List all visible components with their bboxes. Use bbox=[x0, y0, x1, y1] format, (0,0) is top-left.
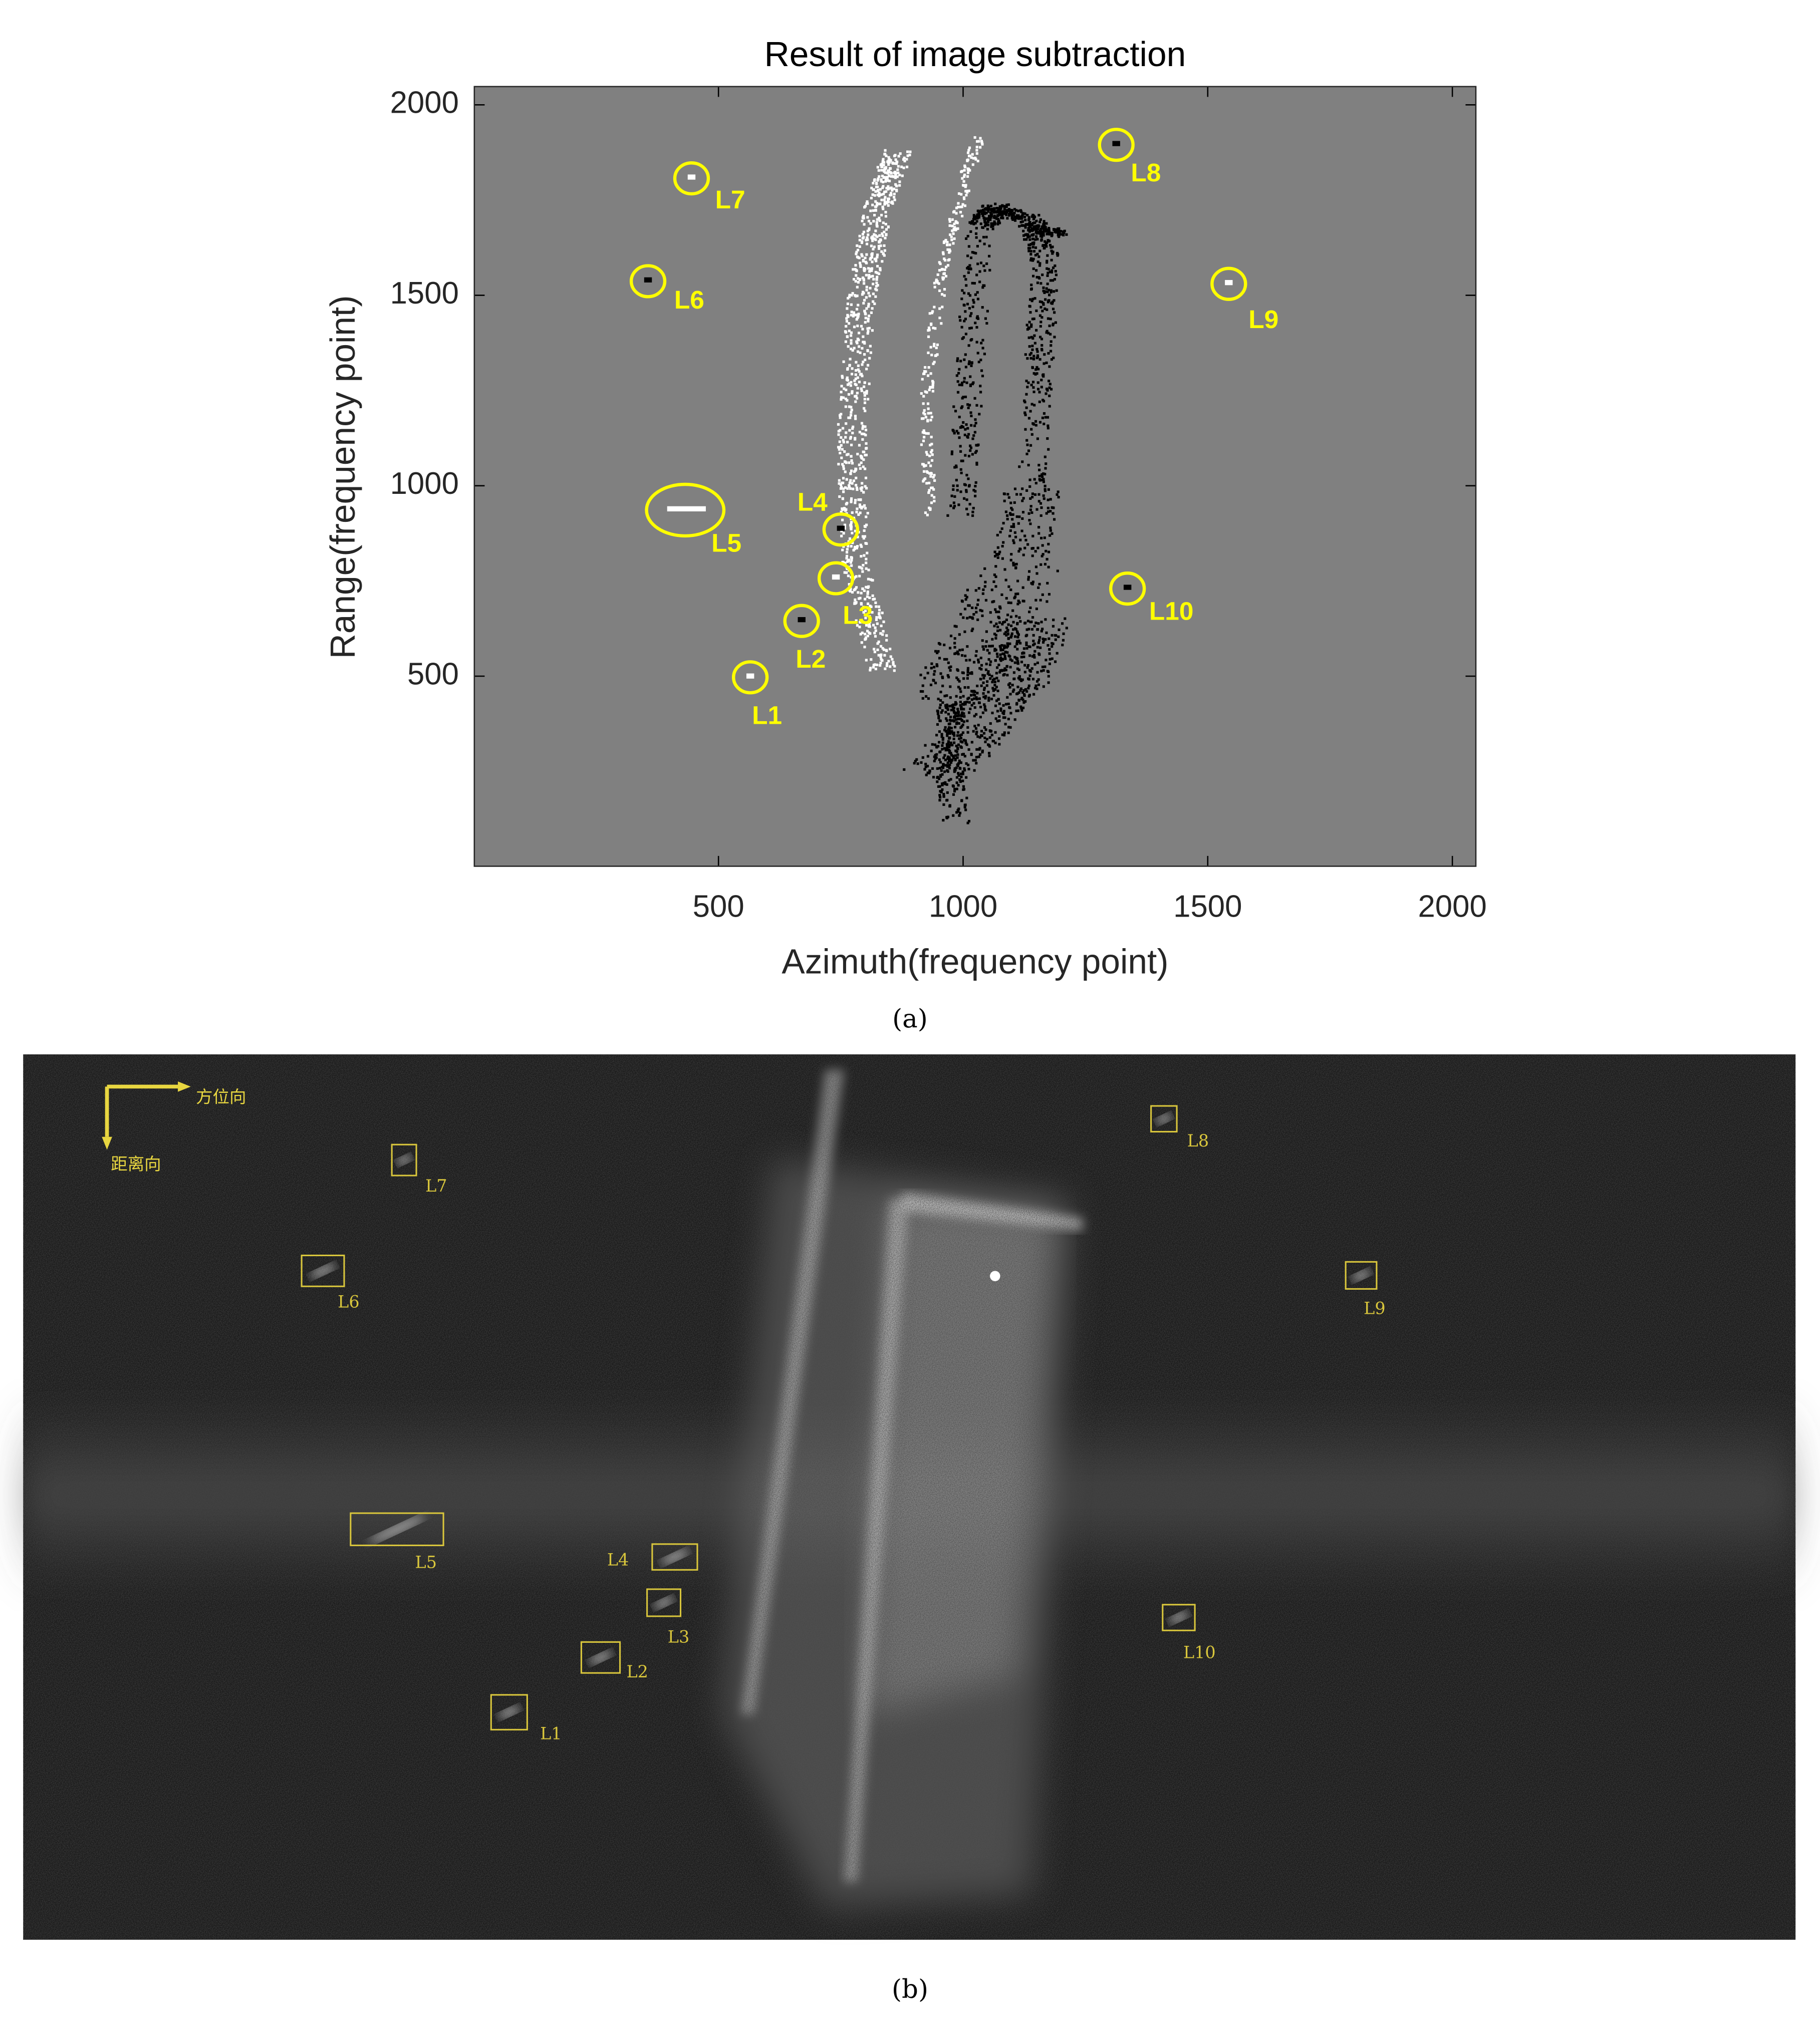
panel-a: 500 1000 1500 2000 500 1000 1500 2000 Result of … bbox=[323, 35, 1487, 981]
x-tick-label: 1500 bbox=[1173, 890, 1242, 924]
target-echo bbox=[396, 1155, 412, 1165]
target-blob bbox=[1123, 585, 1132, 590]
arrow-head bbox=[102, 1136, 112, 1150]
target-echo bbox=[1169, 1612, 1189, 1623]
target-box bbox=[490, 1694, 528, 1730]
target-label: L1 bbox=[752, 701, 782, 730]
target-box bbox=[651, 1543, 698, 1571]
target-label: L4 bbox=[607, 1550, 629, 1569]
plot-frame bbox=[473, 86, 1477, 867]
target-circle bbox=[732, 660, 769, 695]
target-label: L6 bbox=[674, 285, 704, 314]
target-echo bbox=[498, 1706, 521, 1718]
target-label: L5 bbox=[711, 528, 741, 557]
target-label: L3 bbox=[843, 600, 873, 629]
target-label: L10 bbox=[1183, 1643, 1216, 1662]
x-axis-label: Azimuth(frequency point) bbox=[782, 942, 1168, 981]
target-circle bbox=[783, 604, 820, 638]
y-tick-label: 1000 bbox=[390, 466, 459, 501]
target-box bbox=[391, 1143, 417, 1177]
target-blob bbox=[687, 174, 696, 180]
target-label: L8 bbox=[1187, 1131, 1209, 1150]
target-blob bbox=[1112, 141, 1120, 146]
x-tick-label: 1000 bbox=[929, 890, 997, 924]
target-label: L10 bbox=[1149, 597, 1194, 626]
target-circle bbox=[1098, 128, 1135, 162]
target-blob bbox=[644, 277, 652, 282]
y-tick-label: 1500 bbox=[390, 276, 459, 311]
target-echo bbox=[369, 1516, 425, 1543]
target-circle bbox=[1109, 571, 1146, 606]
plot-area bbox=[474, 86, 1476, 866]
target-label: L8 bbox=[1131, 158, 1161, 187]
target-label: L5 bbox=[415, 1552, 436, 1572]
target-circle bbox=[1210, 266, 1247, 301]
panel-b: 方位向 距离向 L1 L2 L3 L4 L5 L6 L7 L8 L9 L10 bbox=[23, 1054, 1796, 1940]
target-echo bbox=[1352, 1270, 1371, 1281]
target-circle bbox=[817, 561, 855, 596]
y-tick-label: 2000 bbox=[390, 86, 459, 120]
target-blob bbox=[832, 574, 840, 580]
target-label: L2 bbox=[796, 644, 826, 673]
target-label: L6 bbox=[338, 1292, 359, 1312]
target-box bbox=[301, 1254, 345, 1287]
target-label: L1 bbox=[540, 1724, 562, 1744]
target-echo bbox=[589, 1651, 613, 1664]
target-echo bbox=[653, 1597, 674, 1609]
target-label: L4 bbox=[798, 487, 828, 516]
target-circle bbox=[673, 161, 710, 196]
target-blob bbox=[1225, 280, 1233, 285]
target-echo bbox=[661, 1550, 689, 1565]
target-circle bbox=[822, 512, 860, 547]
target-label: L9 bbox=[1248, 305, 1278, 334]
y-axis-label: Range(frequency point) bbox=[323, 296, 362, 659]
target-box bbox=[580, 1641, 621, 1674]
y-tick-label: 500 bbox=[407, 657, 459, 691]
azimuth-label: 方位向 bbox=[196, 1087, 246, 1107]
x-tick-label: 2000 bbox=[1418, 890, 1486, 924]
target-box bbox=[1150, 1105, 1178, 1133]
caption: (b) bbox=[892, 1974, 928, 2004]
target-circle bbox=[629, 264, 667, 299]
arrow-head bbox=[178, 1081, 191, 1092]
target-box bbox=[646, 1588, 682, 1617]
target-box bbox=[350, 1512, 444, 1546]
target-blob bbox=[837, 525, 845, 531]
sar-spot bbox=[990, 1271, 1000, 1281]
target-label: L3 bbox=[668, 1627, 689, 1647]
target-echo bbox=[1156, 1113, 1172, 1124]
target-blob bbox=[746, 673, 754, 679]
x-tick-label: 500 bbox=[693, 890, 744, 924]
target-label: L2 bbox=[626, 1662, 648, 1681]
target-circle bbox=[645, 482, 726, 538]
sar-speckle bbox=[23, 1054, 1796, 1940]
target-blob bbox=[798, 617, 806, 623]
target-blob bbox=[667, 506, 706, 512]
target-label: L7 bbox=[715, 185, 745, 214]
target-echo bbox=[310, 1264, 336, 1278]
target-box bbox=[1162, 1604, 1196, 1631]
target-box bbox=[1345, 1261, 1378, 1290]
image-texture bbox=[837, 136, 1068, 824]
caption: (a) bbox=[892, 1004, 928, 1034]
range-label: 距离向 bbox=[111, 1154, 161, 1174]
target-label: L9 bbox=[1364, 1299, 1385, 1318]
target-label: L7 bbox=[425, 1176, 447, 1196]
chart-title: Result of image subtraction bbox=[764, 35, 1186, 74]
